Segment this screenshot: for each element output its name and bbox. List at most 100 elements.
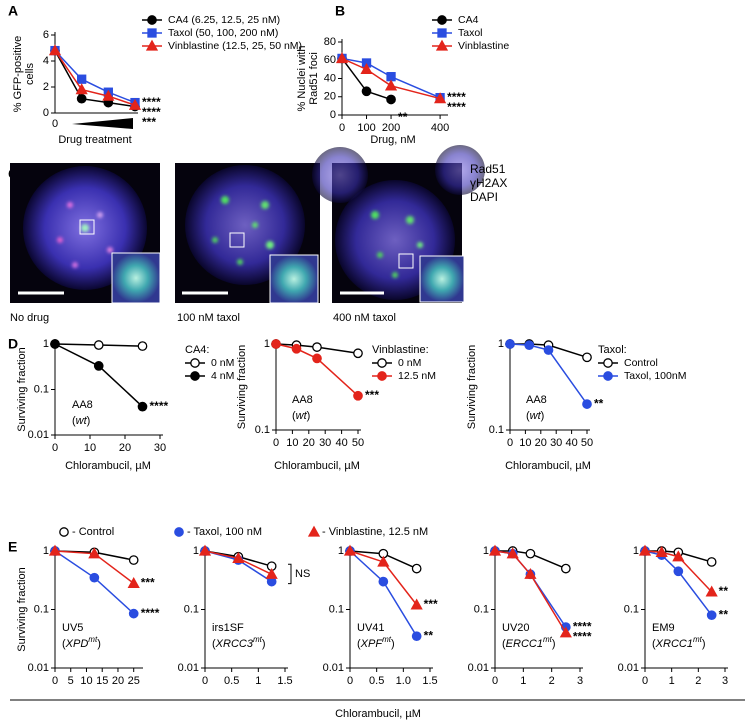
y-tick-label: 0.1 (624, 603, 639, 615)
series-line (495, 550, 567, 570)
y-tick-label: 0 (43, 107, 49, 119)
x-tick-label: 0.5 (224, 675, 239, 687)
marker (377, 358, 387, 368)
genotype: (XPFmt) (357, 635, 395, 650)
marker (705, 585, 718, 597)
x-tick-label: 50 (581, 437, 593, 449)
y-tick-label: 0.01 (178, 662, 199, 674)
cell-line: EM9 (652, 622, 675, 634)
x-tick-label: 0 (52, 442, 58, 454)
x-tick-label: 20 (112, 675, 124, 687)
y-axis-title: Rad51 foci (308, 52, 320, 105)
marker (343, 544, 357, 556)
marker (353, 348, 363, 359)
marker (638, 544, 652, 556)
marker (75, 83, 88, 95)
x-tick-label: 20 (303, 437, 315, 449)
y-tick-label: 1 (43, 338, 49, 350)
series-line (275, 343, 359, 355)
panel-letter: B (335, 3, 345, 19)
significance: *** (141, 576, 155, 590)
micrograph (175, 163, 320, 304)
marker (147, 28, 157, 38)
x-tick-label: 10 (519, 437, 531, 449)
genotype-part: XPD (65, 638, 89, 650)
genotype-part: ( (292, 410, 296, 422)
marker (89, 572, 100, 583)
series-line (341, 57, 441, 99)
marker (377, 555, 390, 567)
x-tick-label: 0.5 (369, 675, 384, 687)
genotype-part: ERCC1 (506, 638, 543, 650)
marker (410, 598, 423, 610)
x-tick-label: 1.5 (422, 675, 437, 687)
x-tick-label: 100 (357, 122, 375, 134)
marker (291, 343, 302, 354)
x-tick-label: 20 (535, 437, 547, 449)
marker (145, 39, 159, 51)
marker (127, 577, 140, 588)
series-line (54, 343, 144, 408)
significance: ** (719, 607, 729, 621)
y-tick-label: 1 (498, 338, 504, 350)
significance: **** (447, 90, 466, 104)
x-tick-label: 1 (255, 675, 261, 687)
genotype: (XRCC3mt) (212, 635, 266, 650)
marker (102, 89, 115, 101)
legend-label: - Control (72, 526, 114, 538)
genotype-part: mt (543, 635, 553, 644)
significance: **** (141, 606, 160, 620)
genotype: (XRCC1mt) (652, 635, 706, 650)
x-axis-title: Chlorambucil, µM (335, 708, 421, 720)
marker (672, 550, 685, 562)
y-axis-title: Surviving fraction (16, 567, 28, 651)
genotype: (XPDmt) (62, 635, 101, 650)
marker (137, 401, 148, 412)
genotype: (wt) (292, 410, 310, 422)
genotype-part: XRCC3 (215, 638, 254, 650)
y-tick-label: 1 (338, 545, 344, 557)
x-tick-label: 0 (339, 122, 345, 134)
y-tick-label: 0.01 (28, 429, 49, 441)
x-tick-label: 2 (695, 675, 701, 687)
x-tick-label: 0 (202, 675, 208, 687)
x-axis-title: Drug, nM (370, 134, 415, 146)
series-line (54, 50, 136, 104)
stain-label: Rad51 (470, 162, 506, 176)
marker (137, 341, 148, 351)
y-tick-label: 2 (43, 81, 49, 93)
x-tick-label: 50 (352, 437, 364, 449)
genotype-part: mt (253, 635, 263, 644)
y-tick-label: 1 (193, 545, 199, 557)
x-tick-label: 0 (52, 118, 58, 130)
marker (76, 93, 87, 104)
series-line (54, 50, 136, 108)
x-tick-label: 25 (128, 675, 140, 687)
series-line (54, 50, 136, 106)
marker (147, 15, 157, 25)
legend-label: Vinblastine (12.5, 25, 50 nM) (168, 40, 302, 52)
y-tick-label: 0.1 (329, 603, 344, 615)
x-tick-label: 30 (154, 442, 166, 454)
cell-line: AA8 (292, 394, 313, 406)
marker (386, 94, 396, 105)
marker (93, 361, 104, 371)
genotype-part: ) (702, 638, 706, 650)
legend-title: CA4: (185, 344, 209, 356)
stain-label: γH2AX (470, 176, 507, 190)
genotype-part: ) (391, 638, 395, 650)
y-tick-label: 0.1 (474, 603, 489, 615)
y-tick-label: 0.1 (184, 603, 199, 615)
significance: ** (398, 110, 408, 124)
marker (706, 610, 717, 621)
marker (411, 631, 422, 642)
legend-label: - Vinblastine, 12.5 nM (322, 526, 428, 538)
marker (435, 39, 449, 51)
marker (524, 340, 535, 350)
marker (128, 98, 142, 110)
x-tick-label: 0 (52, 675, 58, 687)
y-tick-label: 0.01 (28, 662, 49, 674)
legend-label: CA4 (6.25, 12.5, 25 nM) (168, 14, 280, 26)
genotype-part: ( (357, 638, 361, 650)
